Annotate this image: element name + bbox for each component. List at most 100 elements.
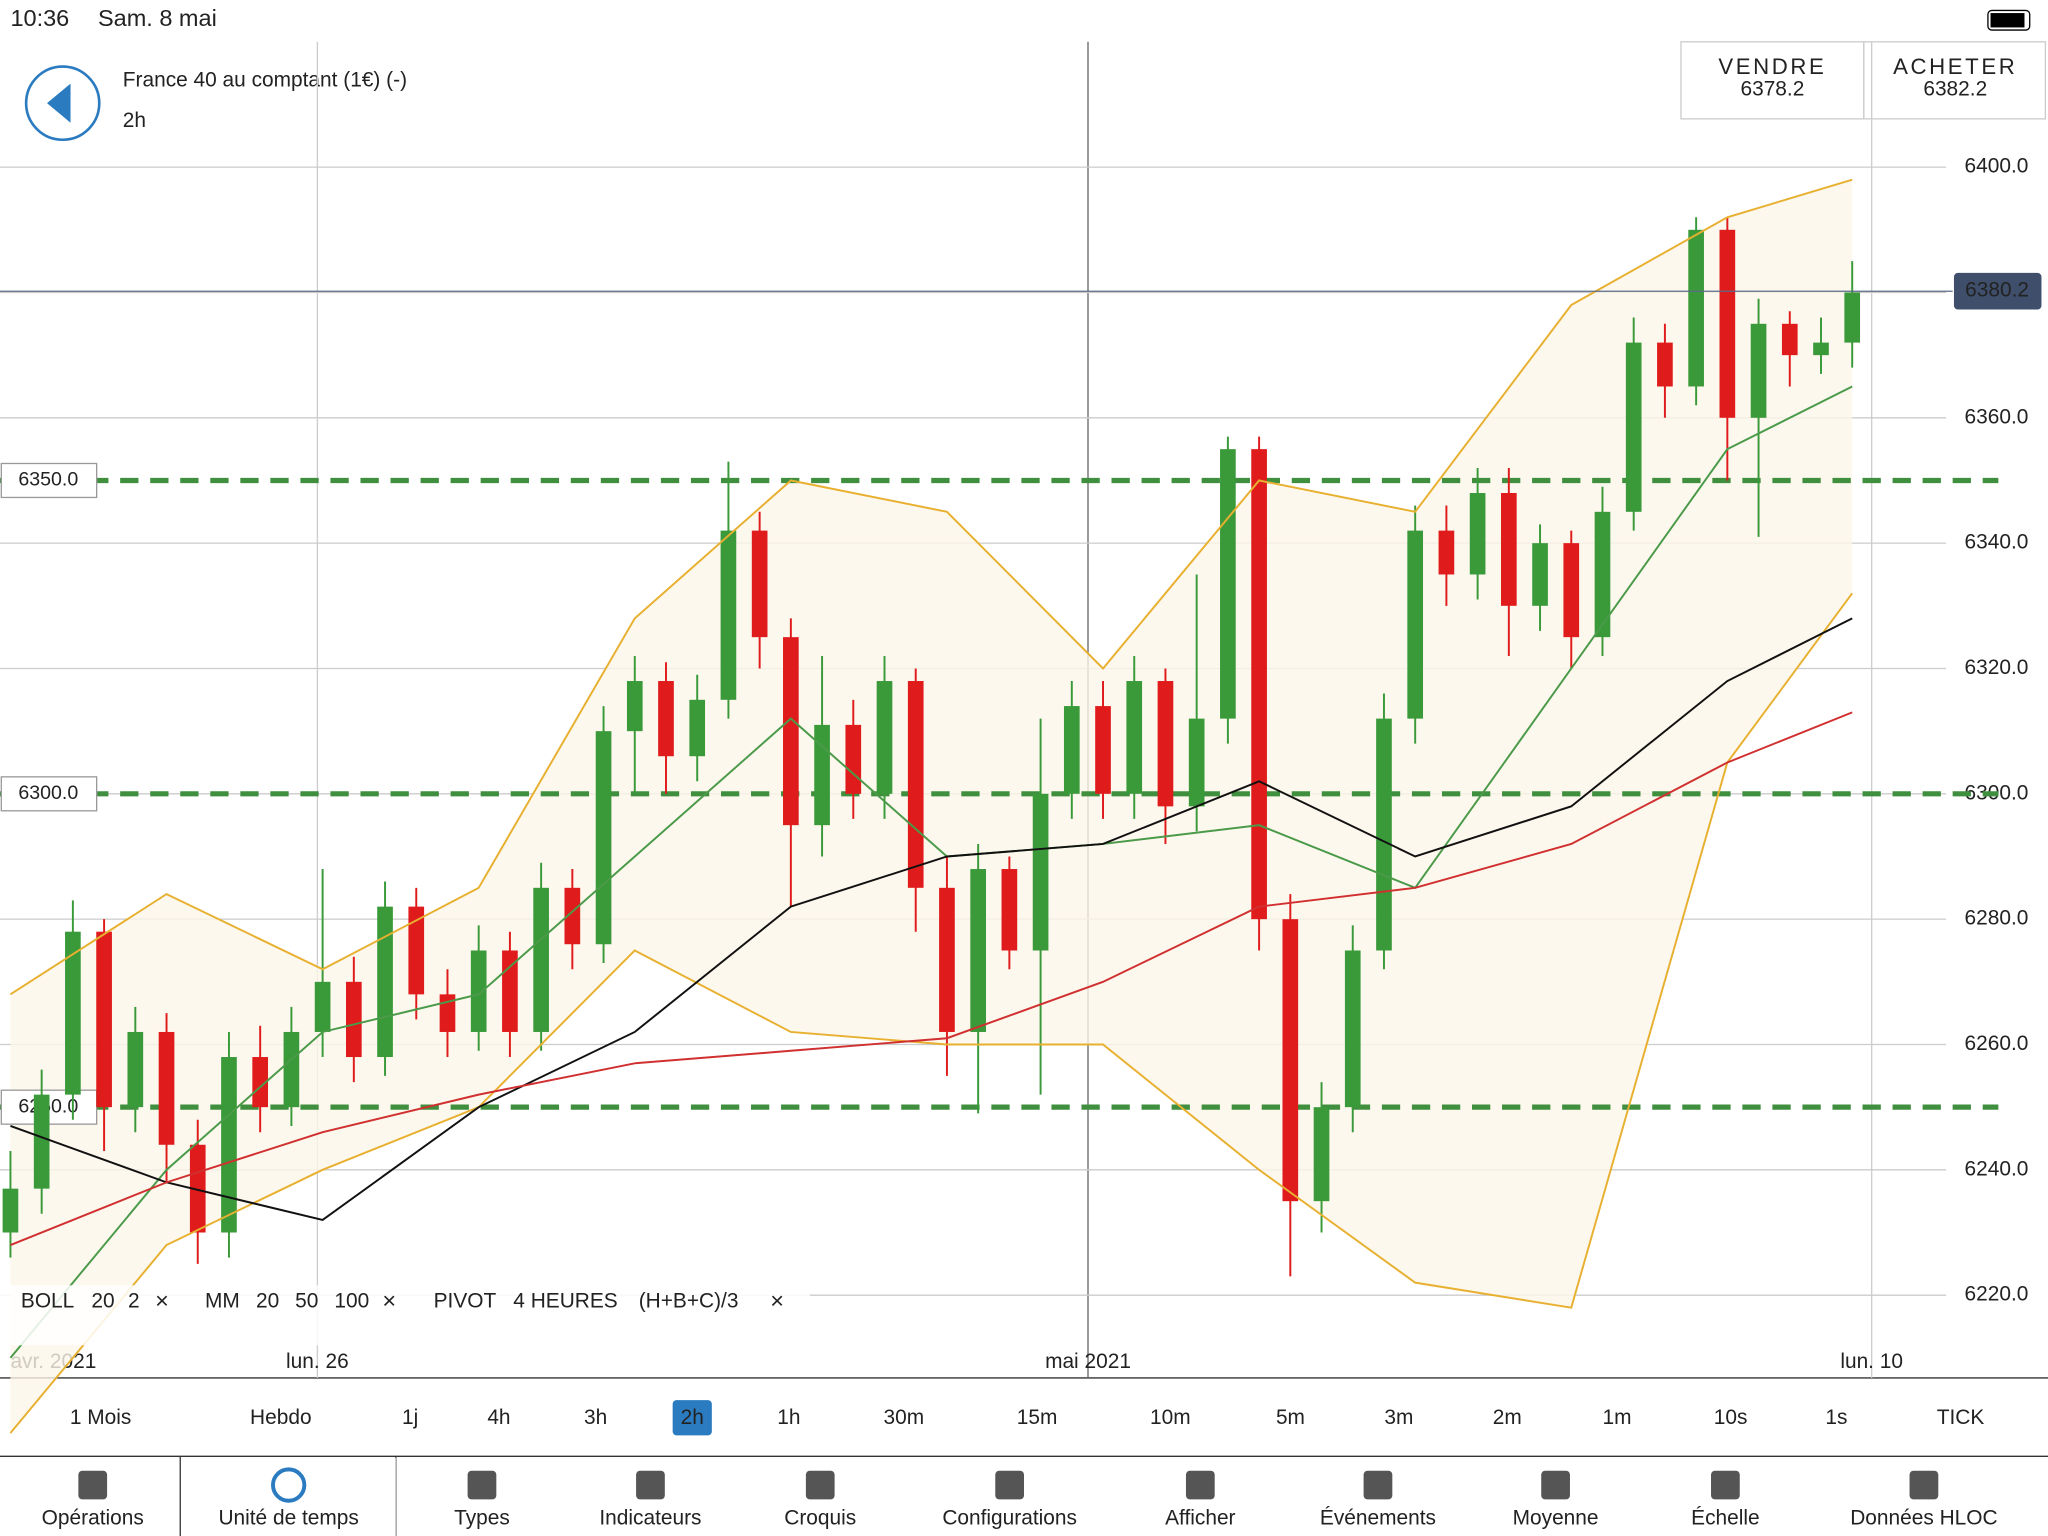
sell-button[interactable]: VENDRE 6378.2 (1680, 41, 1865, 120)
tab-icon (636, 1470, 665, 1500)
timeframe[interactable]: 10m (1150, 1406, 1191, 1429)
indicator-label: PIVOT (434, 1290, 497, 1313)
tab-icon (805, 1470, 835, 1500)
candle-body (1126, 681, 1143, 794)
battery (1987, 9, 2031, 31)
tab-label[interactable]: Types (454, 1507, 510, 1530)
indicator-line (9, 178, 1853, 996)
y-tick-label: 6260.0 (1965, 1032, 2029, 1055)
candle-body (939, 887, 955, 1032)
x-label: lun. 10 (1840, 1350, 1903, 1373)
tab-label[interactable]: Données HLOC (1850, 1507, 1997, 1530)
tab-icon (1909, 1470, 1939, 1500)
timeframe[interactable]: Hebdo (250, 1406, 312, 1429)
last-price-label: 6380.2 (1965, 279, 2029, 302)
candle-body (1032, 793, 1049, 951)
timeframe[interactable]: 1s (1825, 1406, 1847, 1429)
timeframe[interactable]: TICK (1937, 1406, 1985, 1429)
candle-body (658, 681, 674, 757)
candle-body (907, 681, 924, 888)
timeframe[interactable]: 3m (1384, 1406, 1413, 1429)
tab-label[interactable]: Opérations (42, 1507, 144, 1530)
candle-body (1781, 323, 1798, 356)
tab-label[interactable]: Moyenne (1513, 1507, 1599, 1530)
candle-body (1157, 681, 1174, 807)
candle-body (158, 1031, 175, 1145)
tab-label[interactable]: Croquis (784, 1507, 856, 1530)
legend-bg (0, 1285, 810, 1346)
candle-body (1095, 706, 1111, 794)
candle-body (1750, 323, 1767, 418)
tab-label[interactable]: Indicateurs (599, 1507, 701, 1530)
tab-label[interactable]: Configurations (942, 1507, 1077, 1530)
timeframe[interactable]: 1m (1602, 1406, 1631, 1429)
indicator-label: 20 (91, 1290, 114, 1313)
candle-body (1344, 950, 1361, 1108)
buy-button[interactable]: ACHETER 6382.2 (1863, 41, 2047, 120)
indicator-line (9, 592, 1854, 1434)
y-tick-label: 6320.0 (1965, 656, 2029, 679)
tab-label[interactable]: Unité de temps (218, 1507, 358, 1530)
candle-body (1438, 530, 1455, 575)
timeframe[interactable]: 1 Mois (70, 1406, 131, 1429)
indicator-line (10, 617, 1853, 1222)
tab-label[interactable]: Afficher (1165, 1507, 1235, 1530)
indicator-label: 4 HEURES (513, 1290, 617, 1313)
indicator-label: BOLL (21, 1290, 74, 1313)
candle-body (1407, 530, 1424, 719)
candle-body (970, 869, 986, 1032)
timeframe[interactable]: 30m (884, 1406, 925, 1429)
candle-body (127, 1031, 144, 1108)
remove-indicator[interactable]: × (770, 1287, 784, 1313)
tab-label[interactable]: Événements (1320, 1507, 1436, 1530)
tab-label[interactable]: Échelle (1691, 1507, 1759, 1530)
indicator-line (10, 711, 1853, 1246)
timeframe[interactable]: 5m (1276, 1406, 1305, 1429)
tab-icon (1363, 1470, 1393, 1500)
candle-body (1001, 869, 1018, 951)
x-label: mai 2021 (1045, 1350, 1131, 1373)
timeframe[interactable]: 4h (487, 1406, 510, 1429)
candle-body (626, 681, 643, 732)
timeframe[interactable]: 2h (681, 1406, 704, 1429)
timeframe[interactable]: 15m (1017, 1406, 1058, 1429)
buy-price: 6382.2 (1923, 78, 1987, 101)
candle-body (314, 981, 331, 1032)
candle-body (1657, 342, 1673, 387)
level-label: 6350.0 (18, 469, 78, 491)
timeframe[interactable]: 1h (777, 1406, 800, 1429)
tab-icon (467, 1470, 497, 1500)
timeframe[interactable]: 3h (584, 1406, 607, 1429)
candle-body (1844, 292, 1861, 343)
back-button[interactable] (24, 65, 101, 142)
timeframe-selected (672, 1400, 712, 1436)
candle-body (1563, 543, 1580, 638)
period: 2h (123, 109, 146, 132)
tab-icon (995, 1470, 1024, 1500)
candle-body (377, 906, 393, 1058)
status-date: Sam. 8 mai (98, 5, 217, 31)
candle-body (1625, 342, 1642, 512)
indicator-label: MM (205, 1290, 240, 1313)
tab-icon (1541, 1470, 1570, 1500)
indicator-label: 100 (334, 1290, 369, 1313)
y-tick-label: 6280.0 (1965, 907, 2029, 930)
buy-label: ACHETER (1893, 54, 2017, 79)
candle-body (1063, 706, 1080, 794)
tab-icon (1711, 1470, 1740, 1500)
timeframe[interactable]: 2m (1493, 1406, 1522, 1429)
candle-body (533, 887, 549, 1032)
remove-indicator[interactable]: × (382, 1287, 396, 1313)
candle-body (33, 1094, 50, 1189)
level-tag (0, 462, 98, 499)
candle-body (96, 931, 112, 1108)
timeframe[interactable]: 10s (1714, 1406, 1748, 1429)
candle-body (1469, 493, 1486, 575)
remove-indicator[interactable]: × (155, 1287, 169, 1313)
candle-body (283, 1031, 300, 1108)
candle-body (1594, 511, 1611, 638)
candle-body (783, 637, 799, 826)
level-tag (0, 776, 98, 812)
timeframe[interactable]: 1j (402, 1406, 418, 1429)
